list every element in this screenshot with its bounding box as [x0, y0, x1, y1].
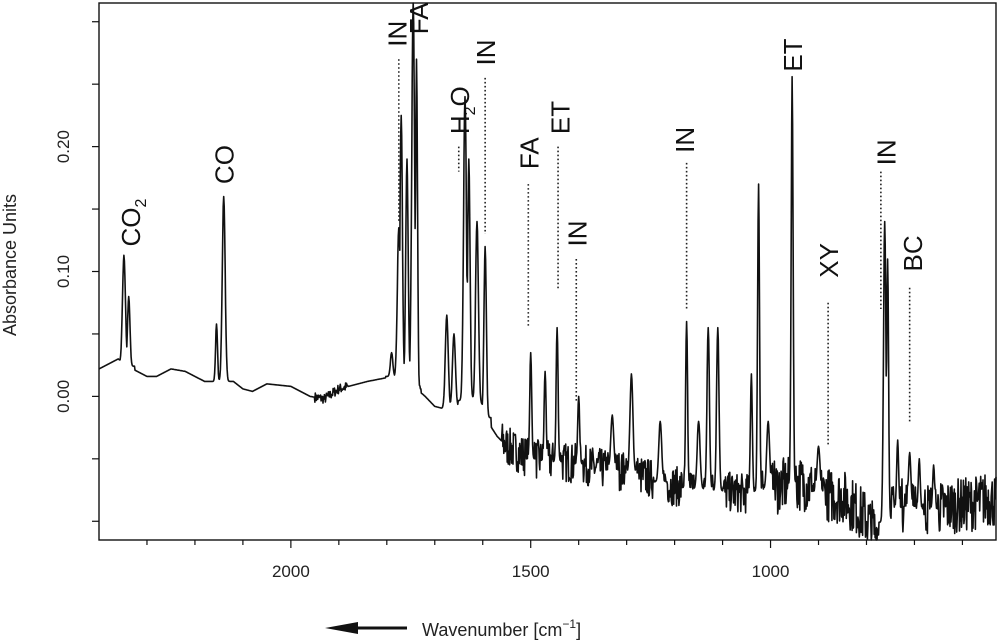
plot-frame	[98, 2, 997, 541]
peak-label: FA	[514, 137, 544, 169]
peak-label: CO	[210, 145, 240, 184]
x-axis-label-sup: −1	[562, 617, 576, 631]
spectrum-line	[98, 2, 997, 541]
peak-label: CO2	[116, 199, 150, 247]
x-tick-label: 1000	[752, 562, 790, 581]
y-axis-label: Absorbance Units	[0, 194, 20, 336]
peak-label: H2O	[445, 86, 479, 134]
plot-border	[98, 2, 997, 541]
peak-label: IN	[562, 221, 592, 247]
series-layer	[98, 2, 997, 541]
peak-label: IN	[670, 127, 700, 153]
x-tick-label: 1500	[512, 562, 550, 581]
y-tick-label: 0.10	[54, 255, 73, 288]
y-tick-label: 0.20	[54, 130, 73, 163]
x-tick-label: 2000	[272, 562, 310, 581]
peak-label: IN	[471, 39, 501, 65]
x-axis-title: Wavenumber [cm−1]	[325, 617, 581, 640]
x-axis: 2000 1500 1000	[146, 540, 964, 581]
y-axis: 0.00 0.10 0.20	[54, 21, 99, 522]
y-tick-label: 0.00	[54, 380, 73, 413]
x-axis-label: Wavenumber [cm−1]	[422, 617, 581, 640]
peak-label: IN	[872, 139, 902, 165]
peak-label: FA	[404, 2, 434, 34]
peak-label: IN	[382, 21, 412, 47]
peak-label: BC	[898, 235, 928, 271]
direction-arrow	[325, 622, 407, 634]
peak-label: XY	[814, 243, 844, 278]
peak-label: ET	[778, 38, 808, 71]
peak-label: ET	[545, 101, 575, 134]
